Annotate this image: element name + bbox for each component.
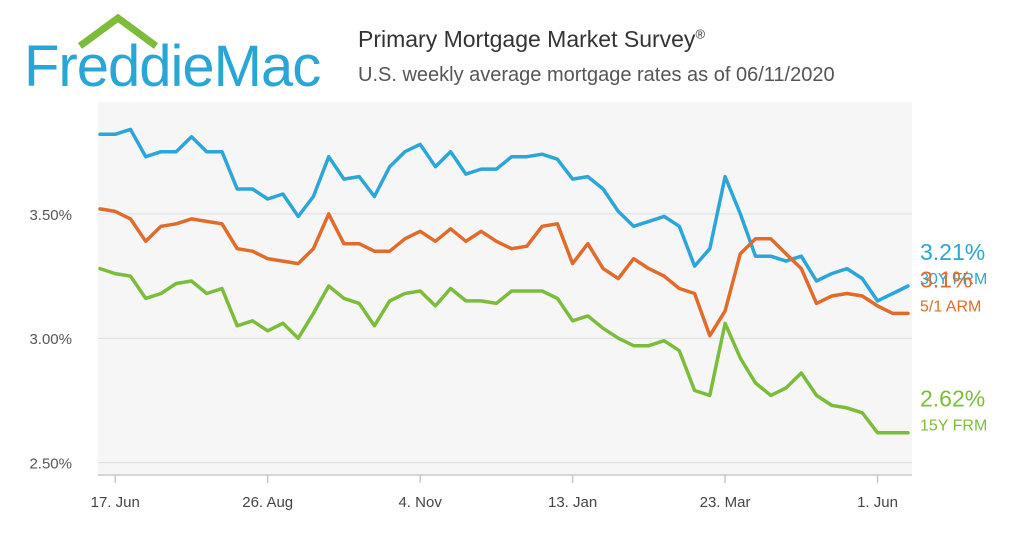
y-tick-label: 2.50% <box>29 456 72 473</box>
series-name-5-1-arm: 5/1 ARM <box>920 298 981 315</box>
series-name-30y-frm: 30Y FRM <box>920 271 987 288</box>
chart-subtitle: U.S. weekly average mortgage rates as of… <box>358 64 835 86</box>
series-lines <box>98 127 910 435</box>
y-tick-label: 3.50% <box>29 207 72 224</box>
end-value-15y-frm: 2.62% <box>920 386 985 412</box>
x-axis-ticks: 17. Jun 26. Aug 4. Nov 13. Jan 23. Mar 1. Jun <box>91 475 898 511</box>
end-value-30y-frm: 3.21% <box>920 239 985 265</box>
x-tick-label: 4. Nov <box>398 494 442 511</box>
series-line-30y-frm <box>98 127 910 303</box>
end-value-5-1-arm: 3.1% <box>920 266 972 292</box>
x-tick-label: 13. Jan <box>548 494 597 511</box>
house-roof-icon <box>77 14 159 49</box>
y-axis-ticks: 2.50% 3.00% 3.50% <box>29 207 72 473</box>
series-line-15y-frm <box>98 266 910 435</box>
freddie-mac-logo: FreddieMac <box>24 14 321 94</box>
series-name-15y-frm: 15Y FRM <box>920 418 987 435</box>
x-tick-label: 17. Jun <box>91 494 140 511</box>
y-tick-label: 3.00% <box>29 331 72 348</box>
x-tick-label: 1. Jun <box>857 494 898 511</box>
grid-lines <box>98 213 912 476</box>
x-tick-label: 26. Aug <box>242 494 293 511</box>
logo-text: FreddieMac <box>24 34 320 94</box>
series-line-5-1-arm <box>98 207 910 338</box>
chart-title: Primary Mortgage Market Survey® <box>358 26 706 52</box>
x-tick-label: 23. Mar <box>700 494 751 511</box>
